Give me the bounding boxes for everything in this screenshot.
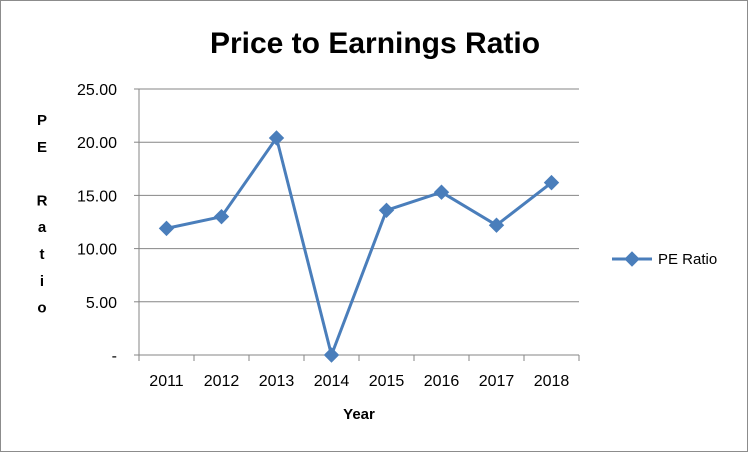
legend-marker-diamond-icon xyxy=(624,251,640,267)
legend-label: PE Ratio xyxy=(658,251,717,268)
y-axis-title: PE Ratio xyxy=(37,112,48,317)
x-tick-label-4: 2015 xyxy=(369,373,405,390)
x-tick-label-3: 2014 xyxy=(314,373,350,390)
series-pe-ratio xyxy=(158,130,560,363)
x-tick-label-5: 2016 xyxy=(424,373,460,390)
y-tick-labels: - 5.00 10.00 15.00 20.00 25.00 xyxy=(77,82,117,365)
y-axis-title-char-1: E xyxy=(37,139,47,156)
y-axis-title-char-7: o xyxy=(37,300,46,317)
y-tick-label-5: 25.00 xyxy=(77,82,117,99)
data-point-2013 xyxy=(268,130,285,146)
y-axis-title-char-4: a xyxy=(38,219,47,236)
data-point-2014 xyxy=(323,347,340,363)
y-tick-label-4: 20.00 xyxy=(77,135,117,152)
y-axis-title-char-0: P xyxy=(37,112,47,129)
x-tick-label-2: 2013 xyxy=(259,373,295,390)
legend: PE Ratio xyxy=(612,251,717,268)
y-tick-label-0: - xyxy=(112,348,117,365)
data-point-2016 xyxy=(433,184,450,200)
y-axis-title-char-3: R xyxy=(37,192,48,209)
y-tick-label-1: 5.00 xyxy=(86,295,117,312)
series-line-0 xyxy=(166,136,553,357)
x-tick-label-1: 2012 xyxy=(204,373,240,390)
data-point-2018 xyxy=(543,174,560,191)
data-point-2011 xyxy=(158,220,175,237)
x-tick-label-0: 2011 xyxy=(149,373,184,390)
y-axis-title-char-5: t xyxy=(40,246,45,263)
chart-title: Price to Earnings Ratio xyxy=(210,27,540,60)
x-tick-label-7: 2018 xyxy=(534,373,570,390)
data-point-2012 xyxy=(213,208,230,225)
data-point-2017 xyxy=(488,217,505,233)
x-tick-labels: 2011 2012 2013 2014 2015 2016 2017 2018 xyxy=(149,373,569,390)
data-point-2015 xyxy=(378,202,395,219)
axes xyxy=(134,88,580,361)
x-axis-title: Year xyxy=(343,406,375,423)
y-axis-title-char-6: i xyxy=(40,273,44,290)
y-tick-label-3: 15.00 xyxy=(77,188,117,205)
gridlines xyxy=(139,88,579,303)
y-tick-label-2: 10.00 xyxy=(77,242,117,259)
x-tick-label-6: 2017 xyxy=(479,373,515,390)
